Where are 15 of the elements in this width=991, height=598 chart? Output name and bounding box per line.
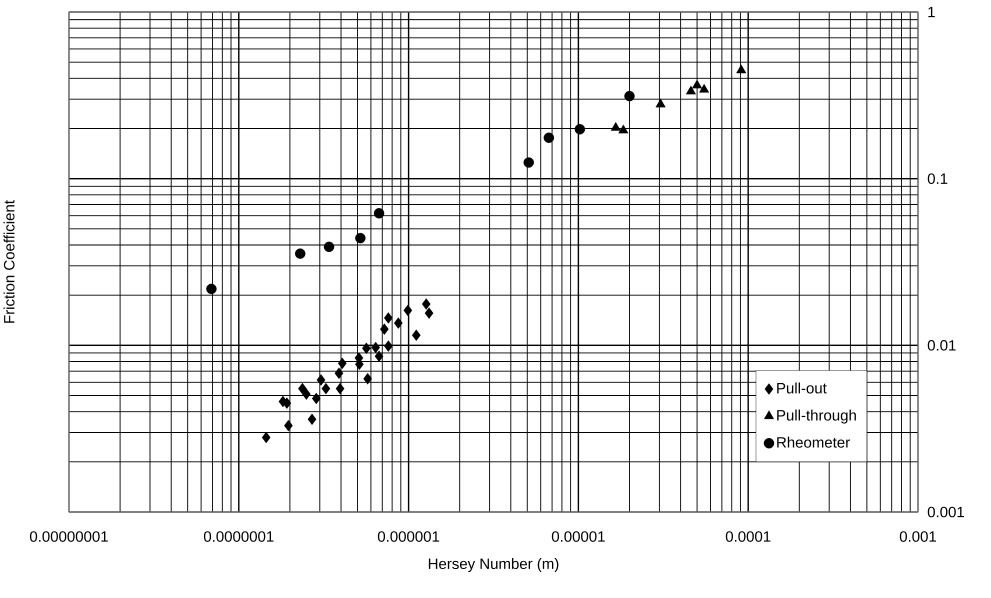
y-tick-label: 1 bbox=[928, 6, 935, 18]
legend-label: Rheometer bbox=[777, 436, 850, 448]
x-axis-title: Hersey Number (m) bbox=[428, 558, 558, 572]
x-tick-label: 0.0001 bbox=[726, 531, 770, 542]
y-tick-label: 0.01 bbox=[928, 340, 956, 351]
y-tick-label: 0.001 bbox=[928, 506, 964, 518]
x-tick-label: 0.00001 bbox=[552, 531, 605, 542]
legend-label: Pull-out bbox=[777, 382, 827, 394]
y-axis-title: Friction Coefficient bbox=[4, 200, 15, 323]
x-tick-label: 0.00000001 bbox=[30, 531, 108, 542]
x-tick-label: 0.000001 bbox=[378, 531, 440, 542]
legend-label: Pull-through bbox=[777, 410, 856, 424]
y-tick-label: 0.1 bbox=[928, 173, 948, 184]
x-tick-label: 0.0000001 bbox=[204, 531, 274, 542]
x-tick-label: 0.001 bbox=[900, 531, 936, 542]
